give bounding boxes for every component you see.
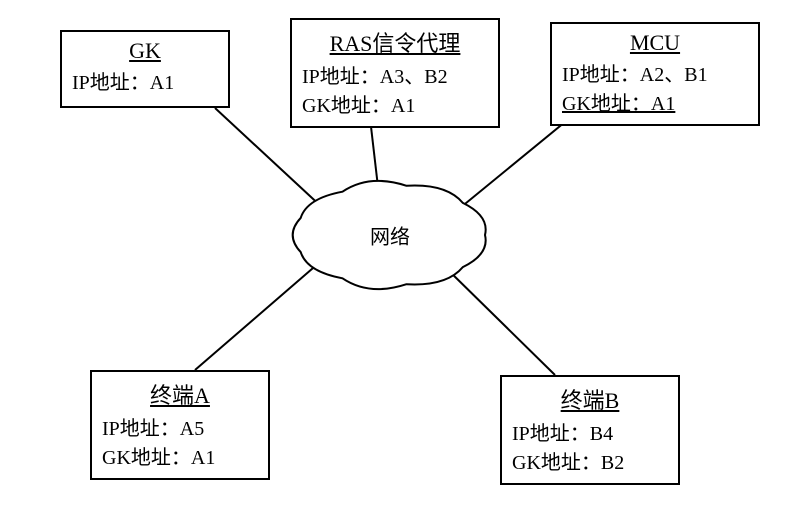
node-ras-line0: IP地址：A3、B2: [302, 60, 488, 89]
node-ras-line1: GK地址：A1: [302, 89, 488, 118]
cloud-network: 网络: [275, 170, 505, 300]
node-mcu-title: MCU: [562, 30, 748, 56]
node-ras-title: RAS信令代理: [302, 26, 488, 58]
node-terminal-b: 终端B IP地址：B4 GK地址：B2: [500, 375, 680, 485]
node-terminal-b-title: 终端B: [512, 383, 668, 415]
node-terminal-a: 终端A IP地址：A5 GK地址：A1: [90, 370, 270, 480]
cloud-label: 网络: [370, 221, 410, 250]
node-gk-line0: IP地址：A1: [72, 66, 218, 95]
node-terminal-a-line1: GK地址：A1: [102, 441, 258, 470]
node-mcu-line1: GK地址：A1: [562, 87, 748, 116]
node-terminal-b-line1: GK地址：B2: [512, 446, 668, 475]
node-terminal-b-line0: IP地址：B4: [512, 417, 668, 446]
node-gk: GK IP地址：A1: [60, 30, 230, 108]
node-gk-title: GK: [72, 38, 218, 64]
node-mcu-line0: IP地址：A2、B1: [562, 58, 748, 87]
node-terminal-a-title: 终端A: [102, 378, 258, 410]
node-ras: RAS信令代理 IP地址：A3、B2 GK地址：A1: [290, 18, 500, 128]
node-terminal-a-line0: IP地址：A5: [102, 412, 258, 441]
node-mcu: MCU IP地址：A2、B1 GK地址：A1: [550, 22, 760, 126]
